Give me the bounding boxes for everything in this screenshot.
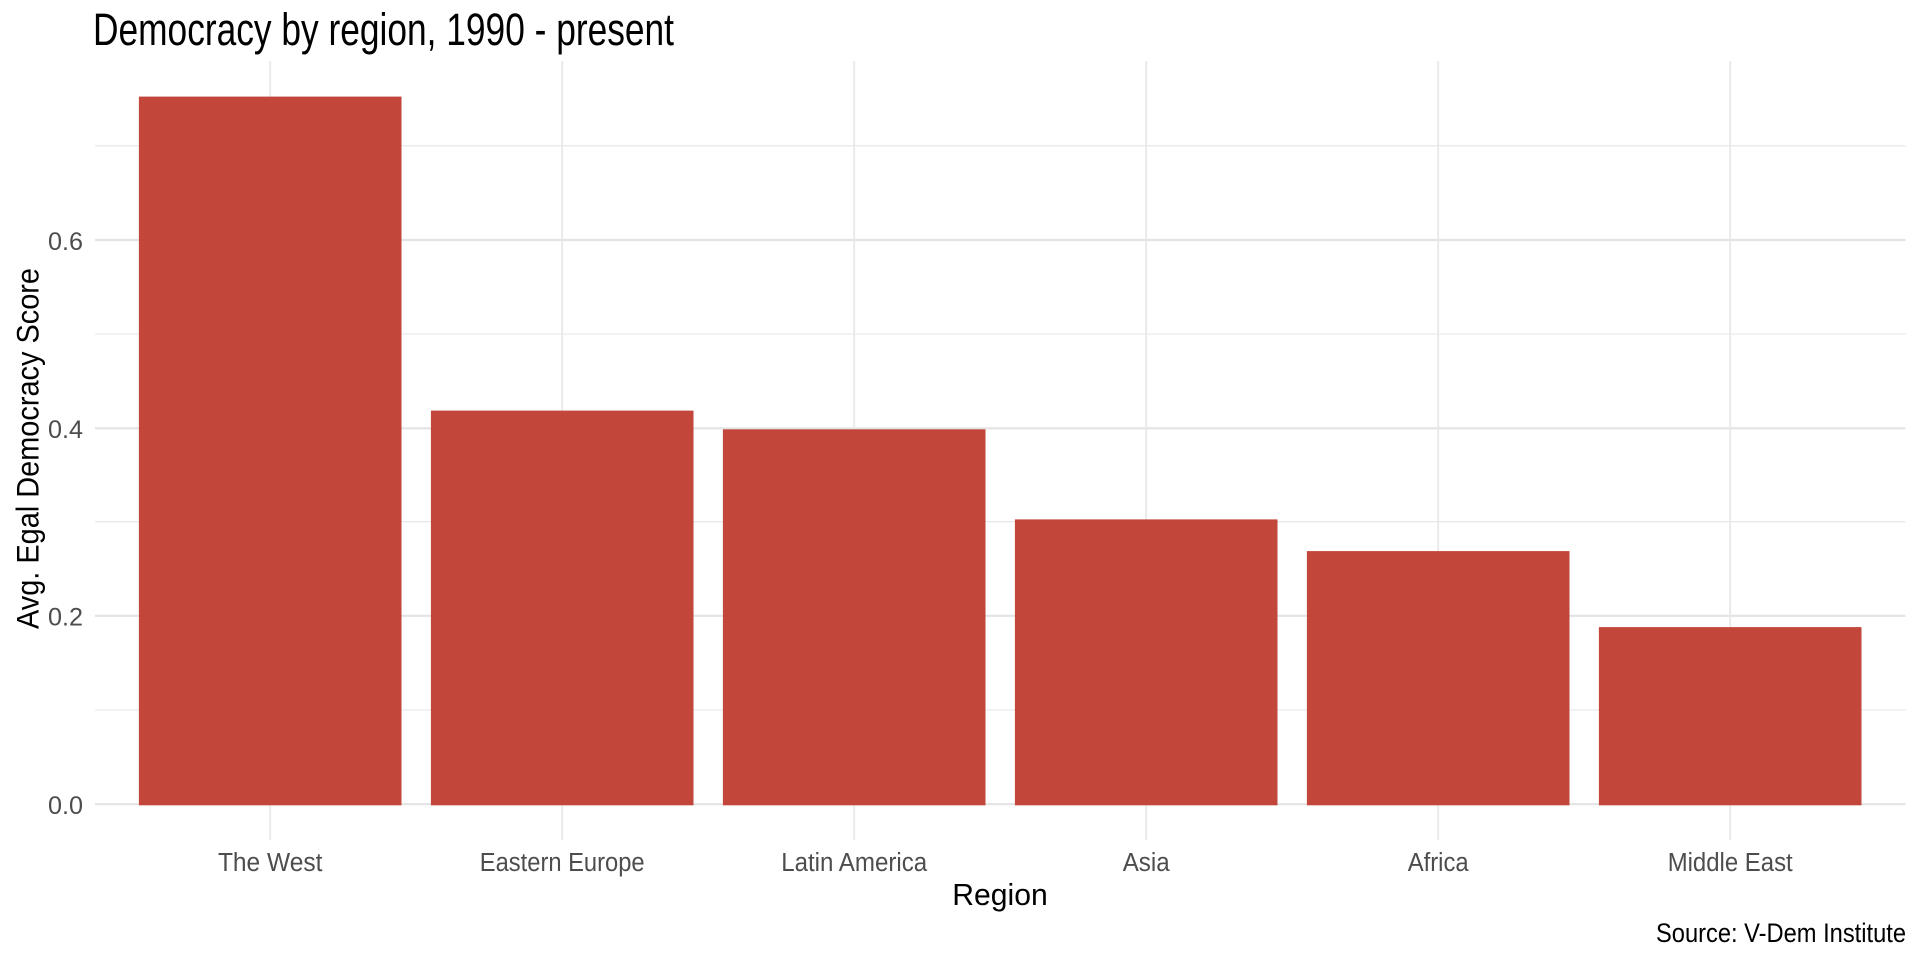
svg-text:The West: The West [218,849,323,877]
svg-text:0.2: 0.2 [48,604,83,632]
svg-text:Democracy by region, 1990 - pr: Democracy by region, 1990 - present [93,4,674,55]
svg-text:Middle East: Middle East [1668,849,1793,877]
svg-text:Region: Region [952,877,1048,912]
svg-text:Latin America: Latin America [781,849,928,877]
svg-text:Avg. Egal Democracy Score: Avg. Egal Democracy Score [9,268,45,629]
svg-text:Africa: Africa [1408,849,1470,877]
svg-text:0.0: 0.0 [48,792,83,820]
svg-text:0.6: 0.6 [48,228,83,256]
svg-text:Asia: Asia [1123,849,1171,877]
svg-text:0.4: 0.4 [48,416,83,444]
svg-text:Eastern Europe: Eastern Europe [480,849,645,877]
svg-text:Source: V-Dem Institute: Source: V-Dem Institute [1656,918,1906,948]
